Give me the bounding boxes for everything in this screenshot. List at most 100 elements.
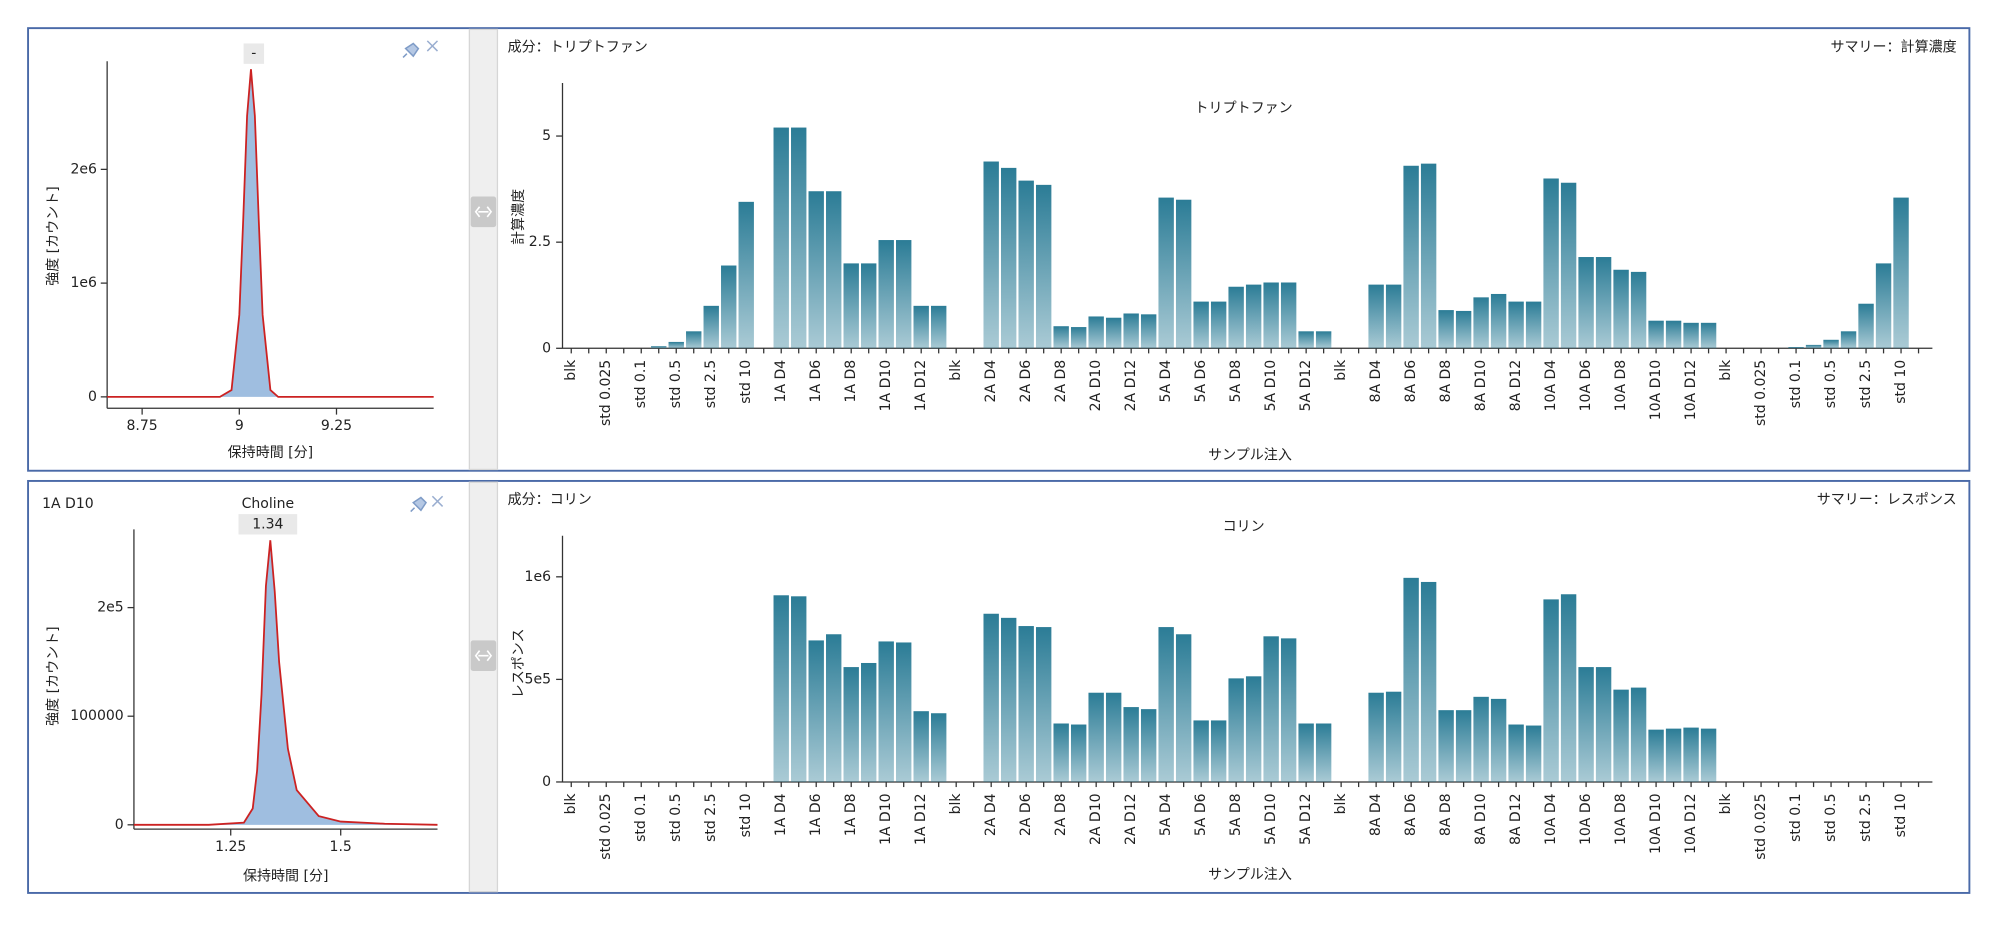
bar — [878, 240, 894, 349]
x-tick-label: 2A D10 — [1088, 360, 1104, 412]
bar — [1560, 182, 1577, 349]
bar — [1595, 667, 1612, 782]
bar — [1683, 322, 1699, 349]
bar — [1088, 692, 1104, 782]
x-tick-label: std 0.5 — [668, 793, 684, 841]
bar — [1473, 297, 1489, 349]
y-axis-label: 計算濃度 — [511, 189, 527, 245]
bar — [896, 642, 912, 782]
x-tick-label: std 0.1 — [1788, 793, 1804, 841]
bar — [1018, 180, 1034, 349]
x-tick-label: 8A D12 — [1508, 793, 1524, 845]
bar — [1053, 723, 1069, 782]
bar — [1473, 696, 1489, 782]
x-tick-label: 8.75 — [127, 418, 158, 434]
close-icon[interactable] — [431, 495, 444, 507]
y-tick-label: 1e6 — [525, 569, 552, 585]
x-tick-label: blk — [948, 359, 964, 381]
bar — [1613, 689, 1629, 782]
x-axis-label: サンプル注入 — [1208, 447, 1292, 463]
bar — [808, 191, 824, 349]
bar — [913, 711, 929, 782]
x-tick-label: 5A D10 — [1263, 360, 1279, 412]
x-tick-label: 10A D8 — [1613, 793, 1629, 845]
bar — [651, 346, 667, 349]
bar — [861, 263, 877, 349]
bar — [1700, 322, 1717, 349]
x-axis-label: サンプル注入 — [1208, 867, 1292, 883]
component-label: 成分：トリプトファン — [508, 39, 648, 55]
bar — [1070, 724, 1087, 782]
y-tick-label: 5 — [542, 128, 551, 144]
x-tick-label: blk — [1333, 793, 1349, 815]
bar — [843, 667, 859, 782]
x-tick-label: std 0.1 — [633, 793, 649, 841]
x-tick-label: blk — [948, 793, 964, 815]
x-axis-label: 保持時間 [分] — [228, 445, 313, 461]
bar — [1105, 692, 1122, 782]
x-tick-label: 2A D10 — [1088, 793, 1104, 845]
x-tick-label: 8A D12 — [1508, 360, 1524, 412]
close-icon[interactable] — [426, 40, 439, 52]
bar — [1123, 707, 1139, 782]
bar — [1018, 626, 1034, 782]
bar — [1630, 687, 1647, 782]
bar — [721, 265, 737, 349]
bar — [1665, 728, 1682, 782]
bar — [843, 263, 859, 349]
x-tick-label: std 2.5 — [1858, 360, 1874, 408]
bar — [1683, 727, 1699, 782]
bar — [826, 634, 842, 782]
pin-icon[interactable] — [402, 42, 420, 59]
bar — [930, 713, 947, 782]
bar — [1403, 165, 1419, 349]
x-tick-label: std 0.1 — [1788, 360, 1804, 408]
y-tick-label: 0 — [115, 817, 124, 833]
x-tick-label: 8A D8 — [1438, 793, 1454, 836]
bar — [1315, 331, 1332, 349]
x-tick-label: 5A D8 — [1228, 793, 1244, 836]
bar — [1648, 729, 1664, 782]
y-tick-label: 1e6 — [70, 275, 97, 291]
bar — [1315, 723, 1332, 782]
x-tick-label: 1A D8 — [843, 360, 859, 403]
chart-title: - — [251, 46, 256, 62]
x-tick-label: std 0.025 — [1753, 793, 1769, 859]
pin-icon[interactable] — [410, 496, 428, 513]
x-tick-label: blk — [1718, 793, 1734, 815]
bar — [1158, 197, 1174, 349]
x-tick-label: 5A D4 — [1158, 360, 1174, 403]
bar — [1105, 317, 1122, 349]
bar — [791, 127, 807, 349]
bar — [861, 662, 877, 782]
x-tick-label: std 2.5 — [703, 360, 719, 408]
y-tick-label: 2e6 — [70, 161, 97, 177]
bar — [1578, 257, 1594, 349]
x-tick-label: 2A D12 — [1123, 360, 1139, 412]
bar — [983, 161, 999, 349]
bar — [1210, 301, 1227, 349]
bar — [1525, 725, 1542, 782]
x-tick-label: 1.25 — [215, 839, 246, 855]
bar — [1053, 326, 1069, 349]
bar — [1228, 286, 1244, 349]
x-tick-label: std 2.5 — [1858, 793, 1874, 841]
bar — [1630, 271, 1647, 349]
bar — [1700, 728, 1717, 782]
bar — [878, 641, 894, 782]
bar — [930, 305, 947, 349]
trace-line — [133, 540, 438, 826]
x-tick-label: 2A D8 — [1053, 360, 1069, 403]
x-tick-label: 1A D6 — [808, 793, 824, 836]
y-axis-label: 強度 [カウント] — [46, 186, 62, 286]
x-tick-label: 10A D12 — [1683, 360, 1699, 421]
x-tick-label: 1A D6 — [808, 360, 824, 403]
peak-area — [133, 540, 438, 825]
x-tick-label: 8A D6 — [1403, 793, 1419, 836]
x-tick-label: blk — [1333, 359, 1349, 381]
bar — [1543, 178, 1559, 349]
bar — [1298, 331, 1314, 349]
bar — [1000, 167, 1017, 349]
bar — [1000, 617, 1017, 782]
